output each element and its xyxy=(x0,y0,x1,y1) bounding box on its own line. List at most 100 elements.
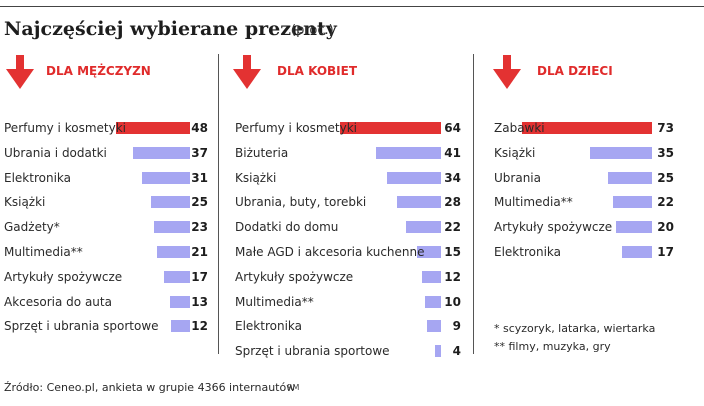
panel-title: DLA DZIECI xyxy=(537,64,613,78)
category-label: Małe AGD i akcesoria kuchenne xyxy=(235,245,425,259)
bar-row: Perfumy i kosmetyki 64 xyxy=(235,120,477,136)
bar-row: Multimedia** 22 xyxy=(494,194,694,210)
bar xyxy=(387,171,441,184)
category-label: Ubrania, buty, torebki xyxy=(235,195,367,210)
category-label: Akcesoria do auta xyxy=(4,294,112,309)
footnote-multimedia: ** filmy, muzyka, gry xyxy=(494,340,611,353)
bar-row: Dodatki do domu 22 xyxy=(235,219,477,235)
value-label: 10 xyxy=(444,294,461,309)
bar-row: Artykuły spożywcze 17 xyxy=(4,269,212,285)
down-arrow-icon xyxy=(493,55,521,89)
value-label: 34 xyxy=(444,170,461,185)
value-label: 37 xyxy=(191,145,208,160)
bar xyxy=(589,146,652,159)
bar-row: Artykuły spożywcze 12 xyxy=(235,269,477,285)
value-label: 17 xyxy=(657,245,674,259)
down-arrow-icon xyxy=(233,55,261,89)
source-note: Źródło: Ceneo.pl, ankieta w grupie 4366 … xyxy=(4,381,296,394)
category-label: Multimedia** xyxy=(4,245,83,259)
bar-row: Zabawki 73 xyxy=(494,120,694,136)
category-label: Książki xyxy=(494,145,536,160)
panel-women: DLA KOBIET Perfumy i kosmetyki 64 Biżuteri… xyxy=(219,0,473,406)
bar xyxy=(434,345,441,358)
value-label: 73 xyxy=(657,121,674,135)
panel-divider xyxy=(473,54,474,354)
bar xyxy=(154,221,190,234)
bar xyxy=(171,320,190,333)
bar-row: Perfumy i kosmetyki 48 xyxy=(4,120,212,136)
bar-row: Artykuły spożywcze 20 xyxy=(494,219,694,235)
value-label: 12 xyxy=(444,269,461,284)
value-label: 41 xyxy=(444,145,461,160)
value-label: 23 xyxy=(191,220,208,235)
category-label: Ubrania xyxy=(494,170,541,185)
bar-row: Elektronika 31 xyxy=(4,170,212,186)
bar xyxy=(616,221,652,234)
value-label: 4 xyxy=(452,344,461,359)
bar xyxy=(141,171,190,184)
value-label: 22 xyxy=(657,195,674,210)
category-label: Ubrania i dodatki xyxy=(4,145,107,160)
unit-label: (proc.) xyxy=(291,23,334,38)
bar xyxy=(396,196,441,209)
value-label: 12 xyxy=(191,319,208,334)
bar-row: Małe AGD i akcesoria kuchenne 15 xyxy=(235,244,477,260)
category-label: Książki xyxy=(235,170,277,185)
panel-title: DLA KOBIET xyxy=(277,64,358,78)
bar-row: Elektronika 17 xyxy=(494,244,694,260)
panel-title: DLA MĘŻCZYZN xyxy=(46,64,151,78)
down-arrow-icon xyxy=(6,55,34,89)
top-rule xyxy=(0,6,704,7)
category-label: Artykuły spożywcze xyxy=(235,269,354,284)
bar-row: Sprzęt i ubrania sportowe 12 xyxy=(4,318,212,334)
value-label: 15 xyxy=(444,245,461,259)
category-label: Artykuły spożywcze xyxy=(494,220,613,235)
bar xyxy=(417,246,441,258)
bar-row: Ubrania 25 xyxy=(494,170,694,186)
category-label: Elektronika xyxy=(4,170,71,185)
category-label: Perfumy i kosmetyki xyxy=(235,121,357,135)
category-label: Sprzęt i ubrania sportowe xyxy=(4,319,159,334)
bar xyxy=(425,295,441,308)
value-label: 21 xyxy=(191,245,208,259)
category-label: Artykuły spożywcze xyxy=(4,269,123,284)
bar-row: Ubrania, buty, torebki 28 xyxy=(235,194,477,210)
bar xyxy=(621,246,652,258)
bar xyxy=(426,320,441,333)
bar-row: Książki 34 xyxy=(235,170,477,186)
bar xyxy=(163,270,190,283)
bar xyxy=(339,122,441,134)
value-label: 13 xyxy=(191,294,208,309)
category-label: Zabawki xyxy=(494,121,545,135)
category-label: Multimedia** xyxy=(494,195,573,210)
category-label: Elektronika xyxy=(494,245,561,259)
bar xyxy=(157,246,190,258)
panel-children: DLA DZIECI Zabawki 73 Książki 35 Ubrania 25 Mu… xyxy=(474,0,704,406)
bar-row: Biżuteria 41 xyxy=(235,145,477,161)
bar xyxy=(151,196,190,209)
bar-row: Multimedia** 10 xyxy=(235,294,477,310)
bar xyxy=(522,122,652,134)
value-label: 28 xyxy=(444,195,461,210)
bar-row: Książki 25 xyxy=(4,194,212,210)
bar xyxy=(169,295,190,308)
bar xyxy=(422,270,441,283)
category-label: Perfumy i kosmetyki xyxy=(4,121,126,135)
category-label: Książki xyxy=(4,195,46,210)
value-label: 31 xyxy=(191,170,208,185)
bar xyxy=(406,221,441,234)
bar xyxy=(376,146,441,159)
bar-row: Gadżety* 23 xyxy=(4,219,212,235)
bar xyxy=(132,146,190,159)
bar-row: Książki 35 xyxy=(494,145,694,161)
category-label: Elektronika xyxy=(235,319,302,334)
category-label: Sprzęt i ubrania sportowe xyxy=(235,344,390,359)
category-label: Biżuteria xyxy=(235,145,289,160)
bar-row: Multimedia** 21 xyxy=(4,244,212,260)
value-label: 20 xyxy=(657,220,674,235)
author-initials: RM xyxy=(287,383,300,392)
value-label: 48 xyxy=(191,121,208,135)
value-label: 17 xyxy=(191,269,208,284)
bar-row: Elektronika 9 xyxy=(235,318,477,334)
value-label: 9 xyxy=(452,319,461,334)
